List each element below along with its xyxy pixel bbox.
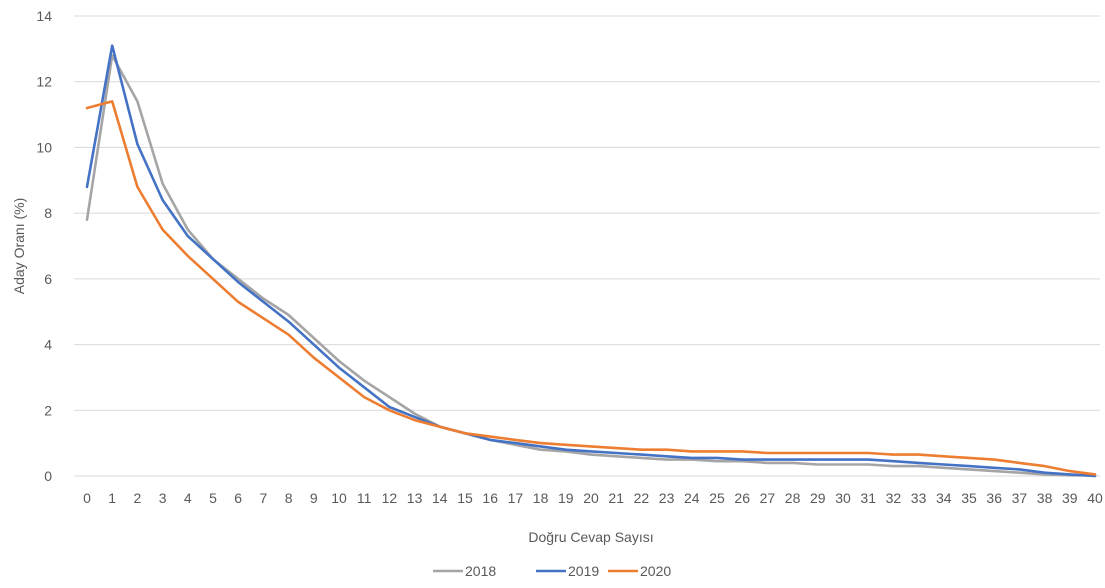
x-tick-label: 18 [533,490,549,506]
x-tick-label: 8 [285,490,293,506]
x-tick-label: 29 [810,490,826,506]
x-tick-label: 4 [184,490,192,506]
y-tick-label: 6 [44,271,52,287]
legend-label-2019: 2019 [568,563,599,579]
x-tick-label: 28 [785,490,801,506]
y-axis-title: Aday Oranı (%) [11,198,27,294]
x-tick-label: 15 [457,490,473,506]
y-tick-label: 14 [36,8,52,24]
x-tick-label: 27 [760,490,776,506]
x-tick-label: 16 [482,490,498,506]
gridlines [74,15,1100,477]
y-tick-label: 12 [36,74,52,90]
x-tick-label: 35 [961,490,977,506]
series-lines [85,44,1097,478]
x-tick-label: 40 [1087,490,1103,506]
x-tick-label: 36 [986,490,1002,506]
x-tick-label: 37 [1012,490,1028,506]
x-tick-label: 11 [357,490,372,506]
x-tick-label: 39 [1062,490,1078,506]
series-line-2019 [85,44,1097,478]
x-tick-label: 14 [432,490,448,506]
x-tick-label: 33 [911,490,927,506]
x-tick-label: 0 [83,490,91,506]
x-tick-label: 23 [659,490,675,506]
x-tick-label: 32 [886,490,902,506]
y-axis-ticks: 0 2 4 6 8 10 12 14 [36,8,52,484]
series-line-2018 [85,54,1097,477]
x-tick-label: 25 [709,490,725,506]
x-tick-label: 31 [860,490,876,506]
legend-label-2018: 2018 [465,563,496,579]
legend-item-2018: 2018 [433,563,496,579]
series-line-2020 [85,100,1097,476]
x-tick-label: 6 [234,490,242,506]
y-tick-label: 2 [44,402,52,418]
x-tick-label: 24 [684,490,700,506]
x-tick-label: 34 [936,490,952,506]
y-tick-label: 10 [36,139,52,155]
x-tick-label: 21 [608,490,624,506]
x-tick-label: 12 [382,490,398,506]
x-tick-label: 19 [558,490,574,506]
x-axis-title: Doğru Cevap Sayısı [528,529,653,545]
y-tick-label: 4 [44,337,52,353]
y-tick-label: 0 [44,468,52,484]
x-tick-label: 9 [310,490,318,506]
x-tick-label: 13 [407,490,423,506]
x-tick-label: 30 [835,490,851,506]
x-tick-label: 7 [260,490,268,506]
x-tick-label: 10 [331,490,347,506]
x-tick-label: 38 [1037,490,1053,506]
x-tick-label: 22 [634,490,650,506]
legend-item-2019: 2019 [536,563,599,579]
legend: 2018 2019 2020 [433,563,671,579]
y-tick-label: 8 [44,205,52,221]
x-tick-label: 17 [508,490,524,506]
legend-item-2020: 2020 [608,563,671,579]
x-tick-label: 20 [583,490,599,506]
x-tick-label: 2 [134,490,142,506]
x-axis-ticks: 0 1 2 3 4 5 6 7 8 9 10 11 12 13 14 15 16 17 18 19 20 21 22 23 24… [83,490,1103,506]
x-tick-label: 5 [209,490,217,506]
legend-label-2020: 2020 [640,563,671,579]
x-tick-label: 3 [159,490,167,506]
x-tick-label: 1 [108,490,116,506]
x-tick-label: 26 [734,490,750,506]
